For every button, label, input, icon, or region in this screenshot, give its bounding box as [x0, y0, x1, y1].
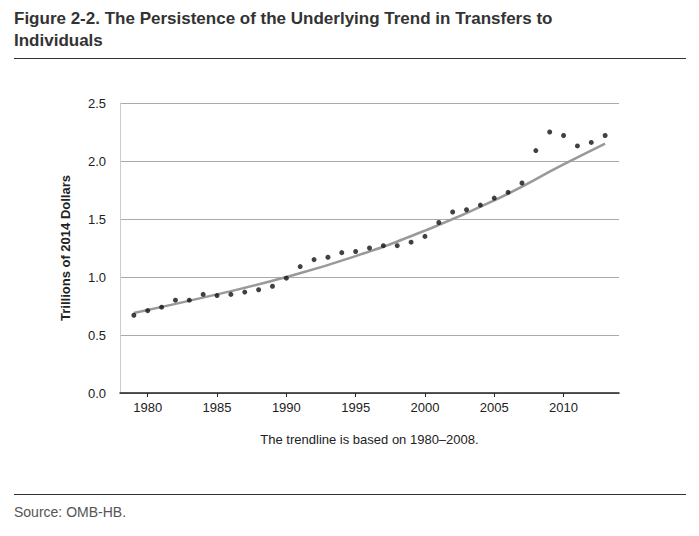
svg-text:2005: 2005	[480, 400, 509, 415]
svg-text:1.5: 1.5	[88, 212, 106, 227]
svg-text:0.0: 0.0	[88, 386, 106, 401]
svg-text:2.0: 2.0	[88, 154, 106, 169]
svg-text:1995: 1995	[341, 400, 370, 415]
svg-text:1.0: 1.0	[88, 270, 106, 285]
svg-text:0.5: 0.5	[88, 328, 106, 343]
svg-text:1990: 1990	[272, 400, 301, 415]
svg-text:Trillions of 2014 Dollars: Trillions of 2014 Dollars	[58, 175, 73, 321]
svg-text:2010: 2010	[549, 400, 578, 415]
svg-text:2000: 2000	[410, 400, 439, 415]
svg-text:1985: 1985	[203, 400, 232, 415]
svg-text:1980: 1980	[133, 400, 162, 415]
html-text:Figure 2-2. The Persistence of: Figure 2-2. The Persistence of the Under…	[14, 9, 553, 50]
svg-text:The trendline is based on 1980: The trendline is based on 1980–2008.	[260, 432, 478, 447]
svg-text:2.5: 2.5	[88, 96, 106, 111]
html-text:Source: OMB-HB.: Source: OMB-HB.	[14, 504, 126, 520]
